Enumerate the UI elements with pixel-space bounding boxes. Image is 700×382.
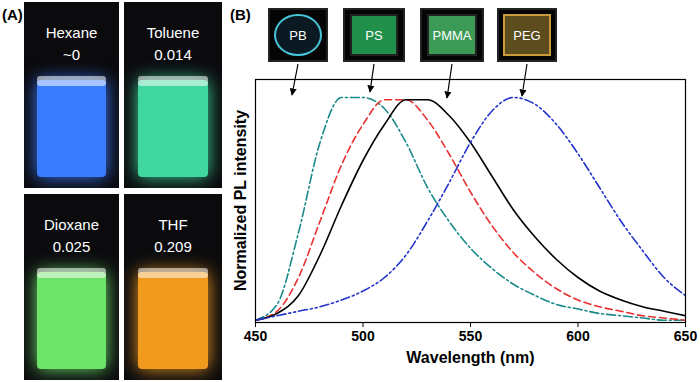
html-text:Dioxane: Dioxane [44, 216, 99, 233]
html-text:Hexane: Hexane [45, 24, 98, 41]
html-text:~0: ~0 [62, 46, 80, 63]
svg-text:550: 550 [459, 328, 483, 344]
svg-text:650: 650 [674, 328, 698, 344]
html-text:PEG: PEG [513, 27, 541, 43]
svg-text:600: 600 [566, 328, 590, 344]
html-text:PMMA: PMMA [432, 27, 472, 43]
html-text:0.025: 0.025 [52, 238, 91, 255]
html-text:0.014: 0.014 [154, 46, 192, 63]
svg-text:500: 500 [351, 328, 375, 344]
html-text:(B): (B) [230, 6, 251, 23]
html-text:0.209: 0.209 [154, 238, 192, 255]
html-text:Normalized PL intensity: Normalized PL intensity [232, 109, 249, 291]
html-text:PS: PS [365, 27, 383, 43]
html-text:PB: PB [289, 27, 307, 43]
html-text:Toluene: Toluene [146, 24, 200, 41]
html-text:THF: THF [158, 216, 188, 233]
svg-text:450: 450 [244, 328, 268, 344]
html-text:(A): (A) [2, 6, 23, 23]
svg-text:Wavelength (nm): Wavelength (nm) [406, 349, 534, 366]
